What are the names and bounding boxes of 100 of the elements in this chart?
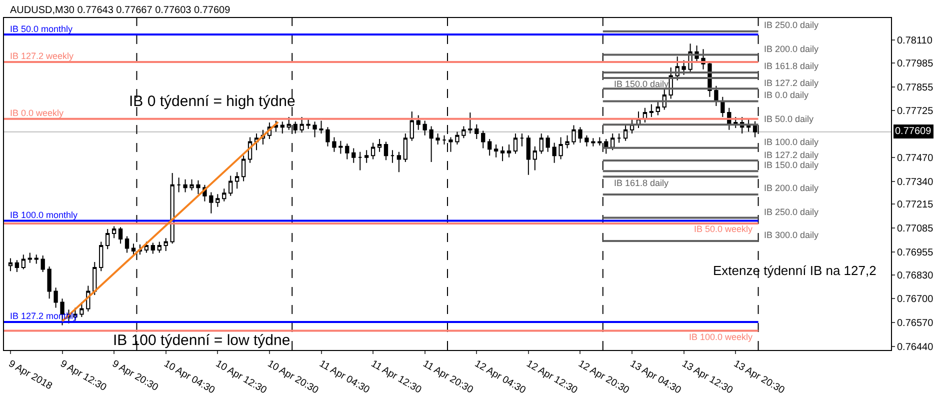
series-label: IB 127.2 daily [764,78,820,88]
candlestick [124,236,130,254]
y-tick-label: 0.76570 [897,318,934,329]
x-tick-label: 9 Apr 20:30 [110,358,160,394]
candlestick [390,150,395,164]
candlestick [714,85,718,107]
candlestick [216,194,220,208]
series-label: IB 200.0 daily [764,183,820,193]
y-tick-label: 0.76700 [897,294,934,306]
candlestick [584,134,589,147]
candlestick [8,258,13,272]
candlestick [312,121,317,138]
candlestick [572,124,576,146]
candlestick [280,121,284,134]
candlestick [234,172,240,190]
series-label: IB 0.0 daily [764,90,810,100]
y-tick-label: 0.77470 [897,152,934,164]
candlestick [80,302,84,318]
y-tick-label: 0.77855 [897,82,934,94]
series-label: IB 250.0 daily [764,20,820,30]
candlestick [332,136,336,152]
candlestick [552,142,556,164]
candlestick [436,133,440,146]
candlestick [468,112,472,134]
candlestick [228,175,233,196]
y-tick-label: 0.77985 [897,58,934,70]
candlestick [462,126,466,139]
candlestick [54,287,58,308]
candlestick [656,100,660,116]
annotation: IB 100 týdenní = low týdne [113,332,290,349]
series-label: IB 250.0 daily [764,207,820,217]
candlestick [532,146,537,171]
series-label: IB 50.0 weekly [694,224,754,234]
candlestick [616,133,622,144]
x-tick-label: 9 Apr 2018 [6,358,54,392]
text: AUDUSD,M30 0.77643 0.77667 0.77603 0.77609 [10,5,231,16]
x-tick-label: 11 Apr 20:30 [420,358,476,396]
candlestick [565,134,570,149]
candlestick [183,178,188,193]
candlestick [34,254,38,264]
candlestick [150,242,155,254]
candlestick [448,136,453,152]
y-tick-label: 0.77340 [897,176,934,188]
candlestick [494,144,498,158]
y-tick-label: 0.76955 [897,247,934,258]
candlestick [306,118,310,130]
candlestick [623,124,628,142]
candlestick [403,133,408,162]
x-tick-label: 9 Apr 12:30 [58,358,108,394]
candlestick [157,241,162,254]
candlestick [40,255,45,273]
series-label: IB 100.0 daily [764,137,820,147]
candlestick [481,130,486,149]
candlestick [455,131,460,146]
series-label: IB 127.2 weekly [10,51,74,61]
candlestick [326,126,330,147]
candlestick [370,142,376,160]
series-label: IB 127.2 daily [764,150,820,160]
candlestick [500,146,505,162]
y-tick-label: 0.76830 [897,270,934,282]
candlestick [422,120,427,136]
candlestick [591,138,596,147]
candlestick [429,126,434,162]
candlestick [106,228,110,250]
series-label: IB 50.0 monthly [10,24,74,34]
series-label: IB 300.0 daily [764,230,820,240]
series-label: IB 150.0 daily [614,79,670,89]
series-label: IB 161.8 daily [764,61,820,71]
candlestick [358,151,362,171]
candlestick [384,141,388,161]
series-label: IB 200.0 daily [764,44,820,54]
candlestick [338,140,343,154]
candlestick [209,192,214,214]
candlestick [442,134,446,146]
candlestick [190,178,194,191]
annotation: Extenze týdenní IB na 127,2 [713,263,876,278]
candlestick [47,266,52,300]
candlestick [99,241,104,272]
candlestick [720,96,725,118]
y-tick-label: 0.77215 [897,200,934,211]
series-label: IB 100.0 monthly [10,210,78,220]
candlestick [92,261,97,296]
candlestick [474,124,479,140]
candlestick [488,138,492,156]
y-tick-label: 0.78110 [897,36,933,47]
candlestick [649,104,654,118]
candlestick [506,144,512,158]
candlestick [513,133,518,154]
candlestick [377,138,382,152]
candlestick [539,133,544,154]
y-tick-label: 0.76440 [897,342,934,353]
candlestick [546,134,550,152]
candlestick [396,151,402,173]
candlestick [526,134,531,176]
candlestick [319,120,324,134]
candlestick [416,114,420,130]
y-tick-label: 0.77725 [897,106,934,118]
candlestick [164,238,168,252]
candlestick [112,226,116,239]
candlestick [520,133,524,147]
